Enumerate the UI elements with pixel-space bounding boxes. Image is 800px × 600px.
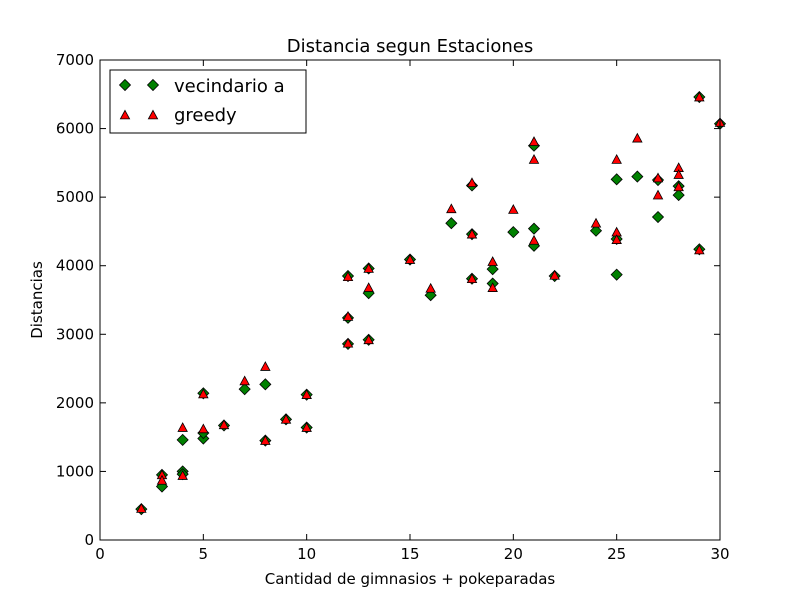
data-point-greedy	[198, 388, 209, 399]
data-point-greedy	[260, 435, 271, 445]
data-point-greedy	[177, 422, 188, 432]
data-point-greedy	[508, 204, 519, 214]
legend-marker-vecindario	[118, 78, 132, 92]
data-point-greedy	[280, 413, 292, 424]
data-point-greedy	[425, 282, 436, 293]
ticks-layer: 0 5 10 15 20 25 30 0 1000 2000 3000 4000 5000 6000 700…	[56, 51, 730, 563]
data-point-greedy	[301, 422, 312, 432]
data-point-greedy	[528, 234, 540, 245]
data-point-greedy	[342, 337, 354, 348]
legend: vecindario a greedy	[109, 69, 307, 134]
y-tick-label: 1000	[56, 462, 94, 480]
data-point-greedy	[487, 282, 498, 292]
data-point-greedy	[528, 153, 540, 164]
x-tick-label: 25	[607, 545, 626, 563]
legend-marker-greedy	[147, 109, 159, 120]
data-point-greedy	[611, 234, 622, 244]
data-point-greedy	[549, 269, 560, 280]
data-point-greedy	[673, 181, 684, 192]
x-tick-label: 30	[710, 545, 729, 563]
data-point-greedy	[466, 177, 478, 188]
data-point-vecindario	[238, 383, 251, 396]
x-tick-label: 15	[400, 545, 419, 563]
series-greedy	[136, 91, 726, 513]
data-point-vecindario	[610, 173, 623, 186]
data-point-greedy	[466, 273, 478, 284]
y-tick-label: 6000	[56, 120, 94, 138]
data-point-greedy	[198, 423, 209, 434]
legend-box	[109, 69, 307, 134]
data-point-greedy	[404, 254, 416, 264]
legend-label-greedy: greedy	[174, 105, 237, 126]
data-point-greedy	[363, 282, 374, 292]
x-tick-label: 5	[199, 545, 209, 563]
data-point-vecindario	[259, 378, 272, 391]
data-point-greedy	[363, 263, 374, 273]
data-point-greedy	[136, 503, 147, 513]
data-point-greedy	[673, 169, 684, 179]
data-point-greedy	[363, 334, 374, 345]
legend-marker-vecindario	[146, 78, 160, 92]
data-point-greedy	[632, 132, 643, 143]
data-point-greedy	[218, 419, 230, 430]
x-tick-label: 10	[297, 545, 316, 563]
data-point-greedy	[694, 91, 705, 102]
data-point-vecindario	[651, 210, 665, 224]
data-point-greedy	[590, 217, 602, 228]
data-point-greedy	[487, 256, 498, 266]
x-tick-label: 0	[95, 545, 105, 563]
data-point-greedy	[611, 153, 622, 164]
data-point-greedy	[342, 311, 354, 321]
y-tick-label: 3000	[56, 325, 94, 343]
points-layer	[135, 90, 727, 516]
legend-label-vecindario: vecindario a	[174, 76, 285, 97]
data-point-greedy	[177, 470, 188, 480]
series-vecindario	[135, 90, 727, 516]
data-point-greedy	[446, 203, 457, 214]
legend-markers	[118, 78, 160, 120]
y-tick-label: 4000	[56, 257, 94, 275]
data-point-greedy	[694, 244, 705, 255]
data-point-vecindario	[445, 217, 458, 230]
data-point-greedy	[466, 228, 478, 239]
data-point-greedy	[652, 172, 664, 183]
chart-title: Distancia segun Estaciones	[287, 36, 533, 57]
y-axis-label: Distancias	[28, 261, 46, 339]
data-point-vecindario	[610, 268, 623, 281]
data-point-vecindario	[486, 263, 499, 276]
x-tick-label: 20	[504, 545, 523, 563]
data-point-vecindario	[672, 189, 685, 202]
data-point-greedy	[652, 189, 664, 200]
x-axis-label: Cantidad de gimnasios + pokeparadas	[265, 570, 556, 588]
data-point-greedy	[342, 271, 354, 281]
data-point-greedy	[260, 361, 271, 371]
data-point-greedy	[239, 375, 250, 386]
data-point-vecindario	[527, 222, 541, 235]
data-point-vecindario	[507, 226, 520, 239]
data-point-vecindario	[176, 433, 189, 446]
y-tick-label: 7000	[56, 51, 94, 69]
y-tick-label: 2000	[56, 394, 94, 412]
y-tick-label: 5000	[56, 188, 94, 206]
legend-marker-greedy	[119, 109, 131, 120]
data-point-vecindario	[631, 170, 644, 183]
data-point-greedy	[528, 136, 540, 146]
y-tick-label: 0	[84, 531, 94, 549]
data-point-greedy	[301, 389, 312, 399]
data-point-greedy	[156, 474, 168, 485]
data-point-vecindario	[589, 224, 603, 237]
